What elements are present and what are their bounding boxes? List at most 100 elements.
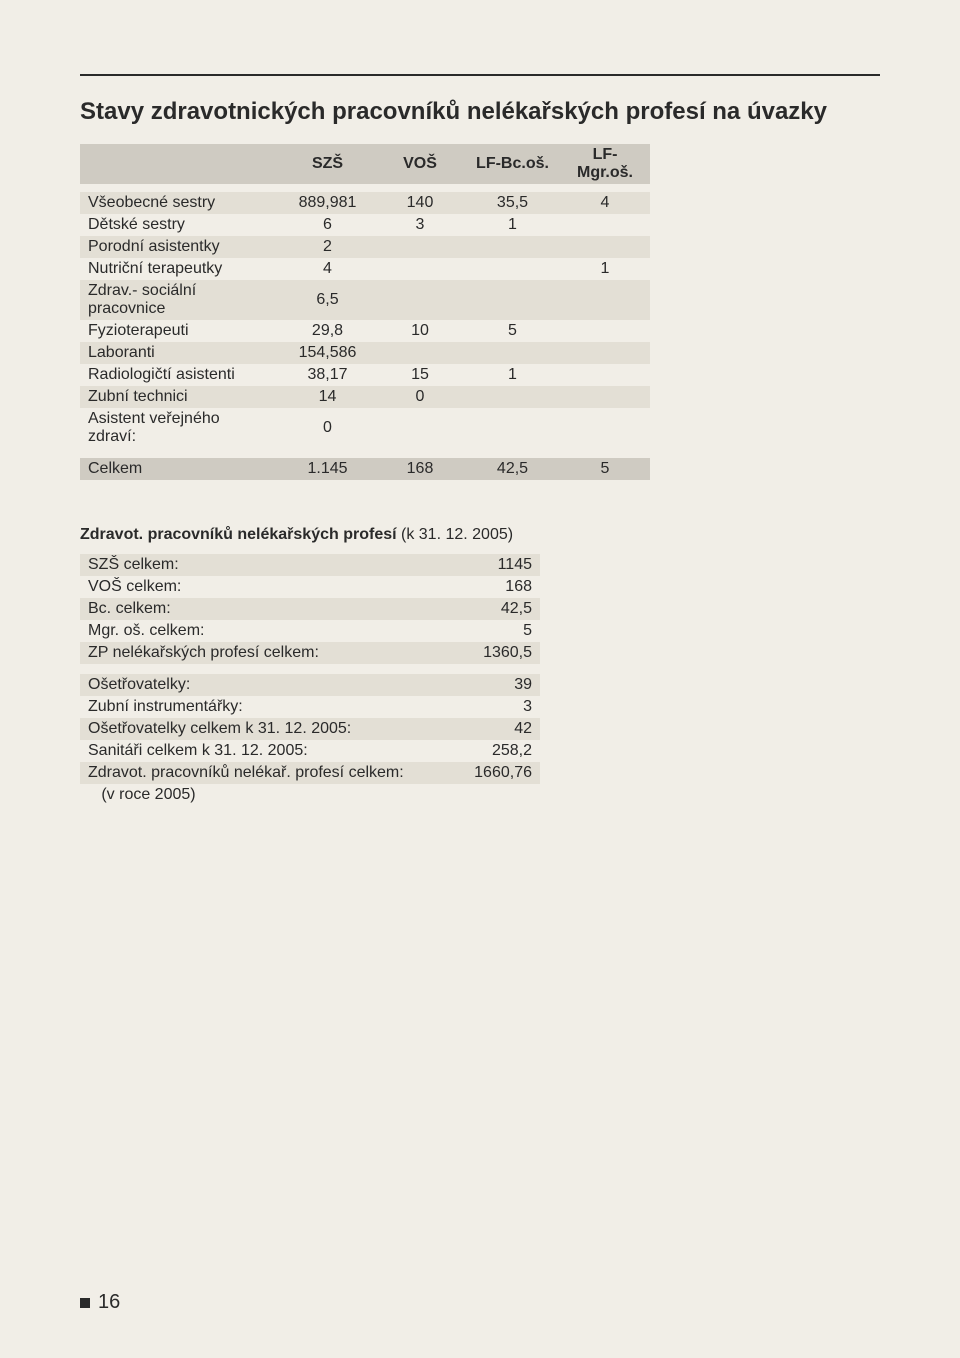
cell [560,342,650,364]
summary-title-bold: Zdravot. pracovníků nelékařských profesí [80,526,397,543]
summary-value: 42,5 [460,598,540,620]
cell: 6 [280,214,375,236]
cell: 140 [375,192,465,214]
cell [375,258,465,280]
table-row: Laboranti154,586 [80,342,650,364]
square-bullet-icon [80,1298,90,1308]
table-row: Porodní asistentky2 [80,236,650,258]
summary-label: Sanitáři celkem k 31. 12. 2005: [80,740,460,762]
cell: 15 [375,364,465,386]
summary-value: 168 [460,576,540,598]
totals-cell: 1.145 [280,458,375,480]
cell [560,214,650,236]
cell [465,236,560,258]
cell [560,320,650,342]
cell: 0 [280,408,375,448]
summary-value: 1145 [460,554,540,576]
totals-cell: 5 [560,458,650,480]
cell [560,280,650,320]
cell: 4 [560,192,650,214]
top-rule [80,74,880,76]
summary-label: Mgr. oš. celkem: [80,620,460,642]
cell [465,386,560,408]
summary-value: 3 [460,696,540,718]
row-label: Všeobecné sestry [80,192,280,214]
cell: 1 [560,258,650,280]
summary-table: SZŠ celkem:1145VOŠ celkem:168Bc. celkem:… [80,554,540,806]
cell [560,408,650,448]
summary-value: 258,2 [460,740,540,762]
summary-label: Bc. celkem: [80,598,460,620]
summary-label: Ošetřovatelky celkem k 31. 12. 2005: [80,718,460,740]
summary-row: Ošetřovatelky celkem k 31. 12. 2005:42 [80,718,540,740]
cell: 6,5 [280,280,375,320]
table-row: Všeobecné sestry889,98114035,54 [80,192,650,214]
cell [465,258,560,280]
page-number: 16 [80,1291,120,1314]
cell: 0 [375,386,465,408]
table-row: Fyzioterapeuti29,8105 [80,320,650,342]
main-table: SZŠ VOŠ LF-Bc.oš. LF-Mgr.oš. Všeobecné s… [80,144,650,480]
cell [465,280,560,320]
summary-value: 1360,5 [460,642,540,664]
cell: 14 [280,386,375,408]
summary-row: Sanitáři celkem k 31. 12. 2005:258,2 [80,740,540,762]
cell [465,342,560,364]
row-label: Nutriční terapeutky [80,258,280,280]
summary-label: Ošetřovatelky: [80,674,460,696]
summary-row: Zubní instrumentářky:3 [80,696,540,718]
summary-label: SZŠ celkem: [80,554,460,576]
table-row: Zubní technici140 [80,386,650,408]
cell: 5 [465,320,560,342]
cell [375,408,465,448]
totals-cell: 42,5 [465,458,560,480]
cell [560,386,650,408]
row-label: Zdrav.- sociální pracovnice [80,280,280,320]
col-header: SZŠ [280,144,375,184]
cell: 4 [280,258,375,280]
cell [560,236,650,258]
summary-label: (v roce 2005) [80,784,460,806]
row-label: Zubní technici [80,386,280,408]
cell: 35,5 [465,192,560,214]
cell: 889,981 [280,192,375,214]
table-row: Nutriční terapeutky4 1 [80,258,650,280]
cell: 1 [465,364,560,386]
summary-row: Zdravot. pracovníků nelékař. profesí cel… [80,762,540,784]
summary-row: ZP nelékařských profesí celkem:1360,5 [80,642,540,664]
row-label: Asistent veřejného zdraví: [80,408,280,448]
summary-row: (v roce 2005) [80,784,540,806]
summary-row: Mgr. oš. celkem:5 [80,620,540,642]
col-header [80,144,280,184]
col-header: LF-Mgr.oš. [560,144,650,184]
summary-label: VOŠ celkem: [80,576,460,598]
totals-row: Celkem1.14516842,55 [80,458,650,480]
page-number-value: 16 [98,1291,120,1314]
header-row: SZŠ VOŠ LF-Bc.oš. LF-Mgr.oš. [80,144,650,184]
cell: 29,8 [280,320,375,342]
page-title: Stavy zdravotnických pracovníků nelékařs… [80,98,880,126]
row-label: Laboranti [80,342,280,364]
summary-value: 1660,76 [460,762,540,784]
table-row: Zdrav.- sociální pracovnice6,5 [80,280,650,320]
cell [560,364,650,386]
cell: 3 [375,214,465,236]
summary-row: SZŠ celkem:1145 [80,554,540,576]
summary-label: Zubní instrumentářky: [80,696,460,718]
cell: 154,586 [280,342,375,364]
table-row: Radiologičtí asistenti38,17151 [80,364,650,386]
cell: 10 [375,320,465,342]
cell [375,342,465,364]
table-row: Dětské sestry631 [80,214,650,236]
summary-row: Bc. celkem:42,5 [80,598,540,620]
row-label: Fyzioterapeuti [80,320,280,342]
summary-label: ZP nelékařských profesí celkem: [80,642,460,664]
cell: 2 [280,236,375,258]
cell [465,408,560,448]
col-header: VOŠ [375,144,465,184]
row-label: Radiologičtí asistenti [80,364,280,386]
summary-label: Zdravot. pracovníků nelékař. profesí cel… [80,762,460,784]
summary-value: 5 [460,620,540,642]
row-label: Porodní asistentky [80,236,280,258]
cell [375,280,465,320]
